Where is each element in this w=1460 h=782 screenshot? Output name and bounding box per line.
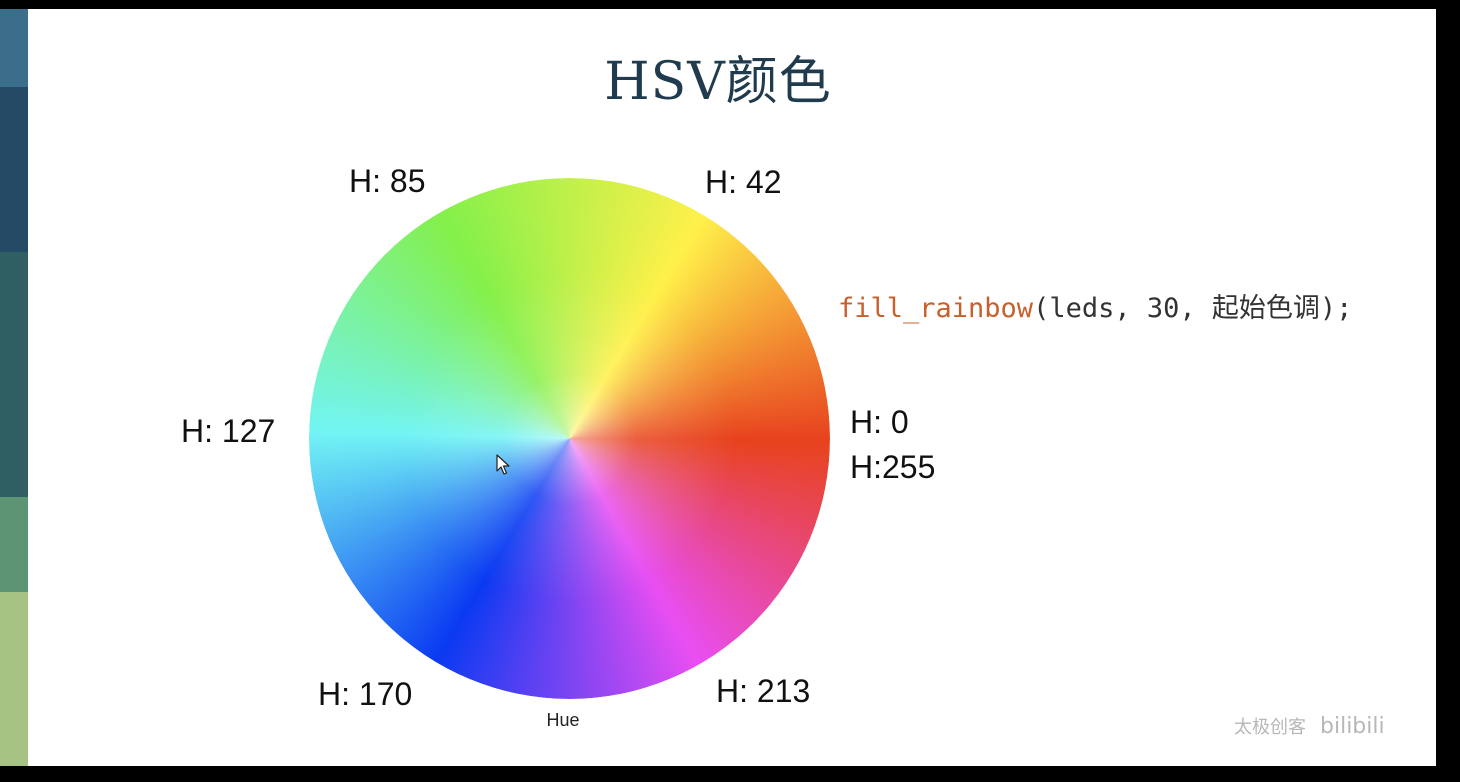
hue-label-42: H: 42 — [705, 164, 782, 200]
mouse-pointer-icon — [496, 454, 510, 475]
watermark-text: 太极创客 — [1234, 717, 1306, 738]
code-arguments: (leds, 30, 起始色调); — [1033, 293, 1353, 324]
strip-band-1 — [0, 9, 28, 87]
hue-wheel-center-highlight — [309, 178, 830, 699]
hue-label-127: H: 127 — [181, 413, 276, 449]
hue-label-170: H: 170 — [318, 676, 413, 712]
hue-label-255: H:255 — [850, 449, 936, 485]
hue-axis-name: Hue — [546, 710, 580, 730]
hue-wheel — [309, 178, 830, 699]
bilibili-logo: bilibili — [1320, 714, 1385, 739]
hue-label-85: H: 85 — [349, 163, 426, 199]
hue-label-213: H: 213 — [716, 673, 811, 709]
strip-band-3 — [0, 252, 28, 497]
watermark: 太极创客 bilibili — [1234, 713, 1385, 739]
strip-band-2 — [0, 87, 28, 252]
side-color-strip — [0, 9, 28, 766]
slide: HSV颜色 H: 85 H: 42 H: 127 H: 0 H:255 H: 1… — [0, 9, 1436, 766]
code-function-name: fill_rainbow — [838, 293, 1034, 324]
hue-label-0: H: 0 — [850, 404, 909, 440]
strip-band-4 — [0, 497, 28, 592]
strip-band-5 — [0, 592, 28, 766]
code-snippet: fill_rainbow(leds, 30, 起始色调); — [838, 286, 1352, 325]
slide-title: HSV颜色 — [604, 52, 832, 112]
